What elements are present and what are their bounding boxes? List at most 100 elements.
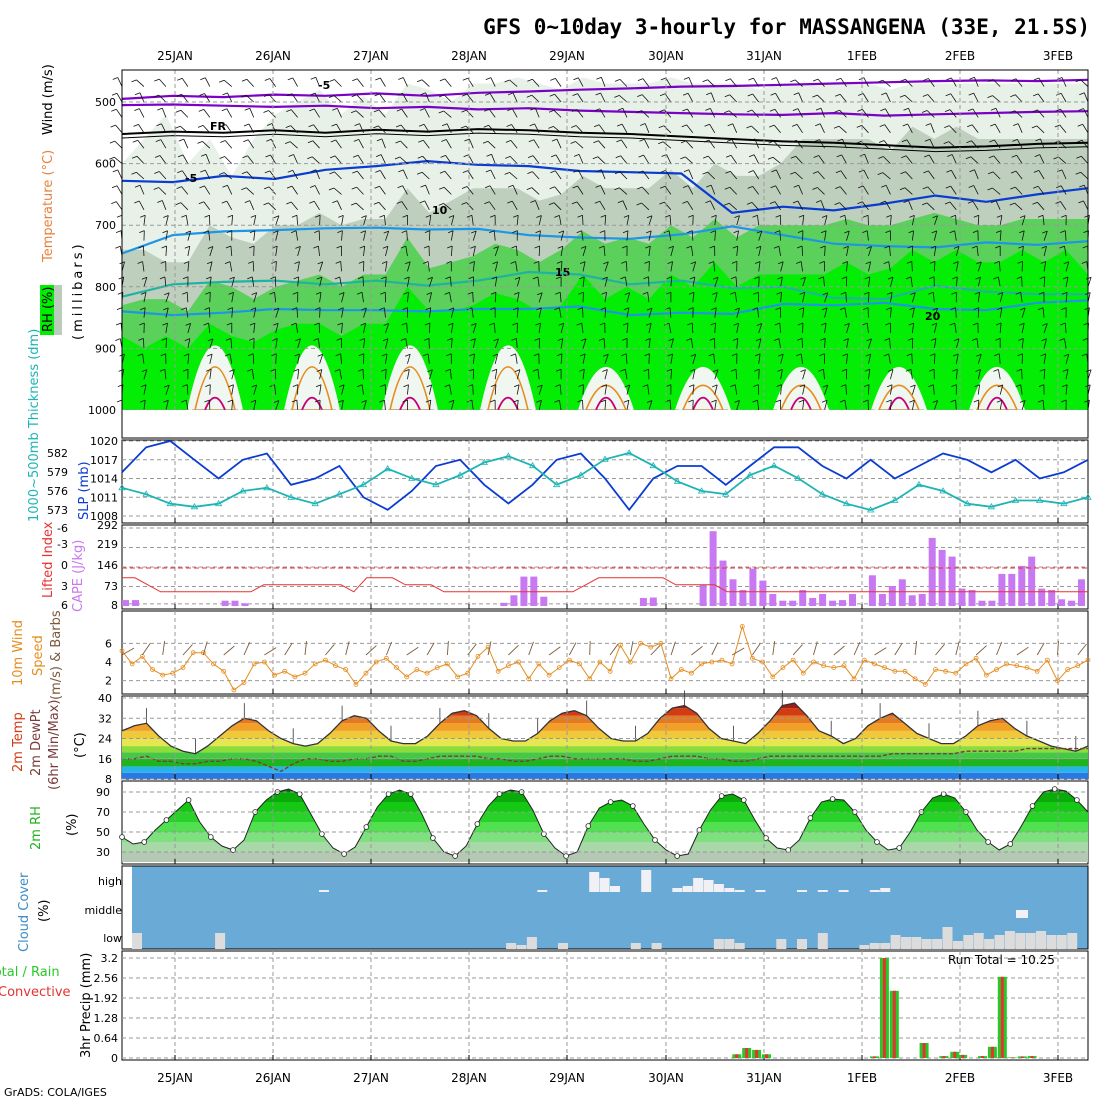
wind-barb [625,353,628,364]
wind-barb-flag [579,276,585,280]
wind-barb-flag [176,93,182,97]
wind-barb [730,170,738,180]
wind-barb-flag [163,307,169,311]
wind-barb [905,155,913,164]
wind-barb [1058,156,1067,164]
rh2m-point-4 [163,817,170,823]
wind-barb-flag [528,139,534,143]
wind-speed-point-18 [302,670,308,676]
wind-barb-flag [512,322,518,326]
wind-barb-flag [778,353,784,357]
wind-barb-flag [206,353,213,357]
cape-bar-16 [739,590,747,606]
wind-barb-flag [335,353,341,357]
wind-barb [1065,292,1068,303]
wind-speed-point-51 [638,640,643,646]
wind-barb [556,138,562,149]
wind-barb [406,230,408,241]
wind-barb [319,215,321,226]
wind-barb-flag [929,353,936,357]
wind-speed-point-90 [1034,668,1040,674]
wind-barb-flag [712,369,719,373]
precip-conv-bar-4 [873,1056,876,1058]
wind-barb-flag [725,170,731,174]
wind-barb [1065,261,1070,272]
wind-barb [663,125,672,134]
wind-barb [949,109,957,118]
wind-barb-flag [976,261,982,265]
wind-barb [159,155,167,164]
precip-conv-bar-6 [892,990,896,1058]
wind-barb [511,200,518,210]
wind-barb-flag [601,291,607,295]
wind-barb [553,126,562,134]
wind-barb-flag [1084,399,1090,403]
wind-barb [356,186,364,195]
wind-barb [559,215,562,226]
wind-barb-flag [616,123,623,127]
rh2m-point-44 [607,799,614,805]
wind-barb [341,322,343,334]
wind-barb-flag [182,291,188,295]
wind-barb [911,261,913,272]
wind-10m-barb-62 [752,643,761,656]
wind-barb [670,246,674,257]
wind-barb-flag [491,276,497,280]
date-label-top-29JAN: 29JAN [549,49,585,63]
wind-barb-flag [551,138,558,142]
wind-barb-flag [734,307,740,311]
wind-barb [846,338,849,349]
wind-barb-flag [969,169,975,173]
wind-barb-flag [683,169,690,173]
thickness-point-0 [118,484,126,491]
wind-barb-flag [593,140,599,144]
wind-barb-flag [425,214,431,218]
wind-10m-barb-52 [650,644,661,656]
wind-barb [516,215,519,226]
wind-barb-flag [800,369,806,372]
upper-below-surface [122,410,1088,438]
wind-barb-flag [176,186,182,189]
wind-barb-flag [724,110,730,114]
wind-speed-point-28 [404,674,410,680]
wind-barb-flag [334,369,340,372]
wind-barb-flag [598,245,605,249]
wind-barb-flag [572,185,578,189]
wind-barb [928,170,935,180]
wind-barb-flag [746,109,753,113]
rh2m-point-84 [1051,786,1058,792]
wind-barb [868,246,872,257]
wind-barb-flag [161,338,167,341]
wind-barb [774,108,781,118]
thickness-point-4 [214,499,223,507]
wind-barb-flag [514,369,521,372]
wind-barb-flag [971,245,978,249]
hot-contour-0 [204,396,226,411]
precip-conv-bar-8 [942,1056,946,1058]
dry-tongue-0 [187,345,243,410]
wind-barb-flag [724,94,730,98]
wind-barb [933,338,937,349]
wind-10m-barb-14 [264,647,277,656]
upper-ytick-700: 700 [95,219,116,232]
wind-barb [955,215,957,226]
wind-barb [186,292,189,303]
wind-barb-flag [844,323,850,326]
wind-barb [379,170,386,180]
cloud-low-bar-23 [952,941,963,949]
wind-speed-point-5 [170,670,176,676]
wind-barb-flag [596,169,602,173]
rh-band-fill-5 [122,802,1088,812]
wind-barb [249,108,255,118]
wind-barb [341,384,345,395]
temp-contour-1 [121,103,1089,117]
wind-barb [531,187,540,195]
wind-barb [407,354,411,364]
date-label-top-25JAN: 25JAN [157,49,193,63]
wind-barb [582,399,584,411]
wind-barb [319,292,322,303]
wind-barb [648,323,652,334]
wind-barb-flag [1075,79,1081,83]
wind-barb-flag [109,156,115,160]
wind-barb [1087,277,1092,287]
